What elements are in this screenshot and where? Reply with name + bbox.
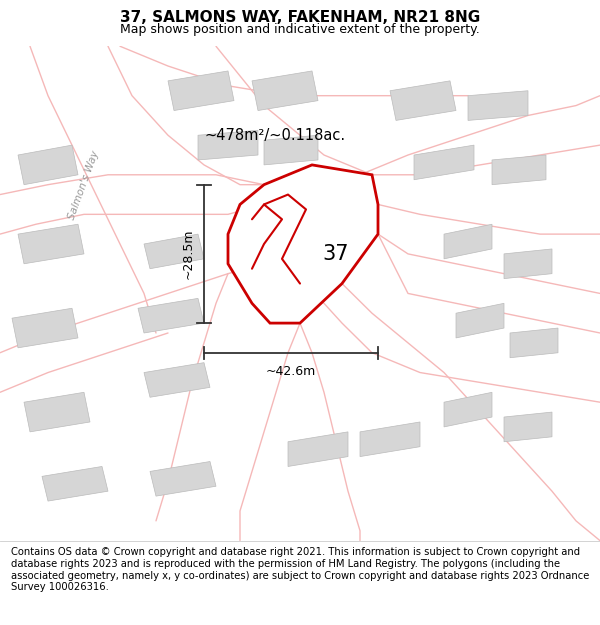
Polygon shape [468, 91, 528, 121]
Polygon shape [144, 362, 210, 398]
Polygon shape [144, 234, 204, 269]
Text: ~478m²/~0.118ac.: ~478m²/~0.118ac. [204, 127, 345, 142]
Polygon shape [168, 71, 234, 111]
Text: Map shows position and indicative extent of the property.: Map shows position and indicative extent… [120, 23, 480, 36]
Polygon shape [360, 422, 420, 457]
Polygon shape [492, 155, 546, 184]
Polygon shape [390, 81, 456, 121]
Text: ~42.6m: ~42.6m [266, 365, 316, 378]
Text: Salmon's Way: Salmon's Way [67, 149, 101, 221]
Polygon shape [18, 145, 78, 184]
Polygon shape [288, 432, 348, 466]
Polygon shape [456, 303, 504, 338]
Text: 37: 37 [323, 244, 349, 264]
Polygon shape [138, 298, 204, 333]
Polygon shape [18, 224, 84, 264]
Polygon shape [264, 135, 318, 165]
Polygon shape [252, 71, 318, 111]
Polygon shape [150, 461, 216, 496]
Polygon shape [42, 466, 108, 501]
Polygon shape [228, 165, 378, 323]
Polygon shape [198, 130, 258, 160]
Polygon shape [510, 328, 558, 357]
Text: Contains OS data © Crown copyright and database right 2021. This information is : Contains OS data © Crown copyright and d… [11, 548, 589, 592]
Polygon shape [444, 224, 492, 259]
Polygon shape [12, 308, 78, 348]
Polygon shape [504, 412, 552, 442]
Polygon shape [504, 249, 552, 279]
Polygon shape [444, 392, 492, 427]
Text: 37, SALMONS WAY, FAKENHAM, NR21 8NG: 37, SALMONS WAY, FAKENHAM, NR21 8NG [120, 10, 480, 25]
Text: ~28.5m: ~28.5m [182, 229, 195, 279]
Polygon shape [24, 392, 90, 432]
Polygon shape [414, 145, 474, 180]
